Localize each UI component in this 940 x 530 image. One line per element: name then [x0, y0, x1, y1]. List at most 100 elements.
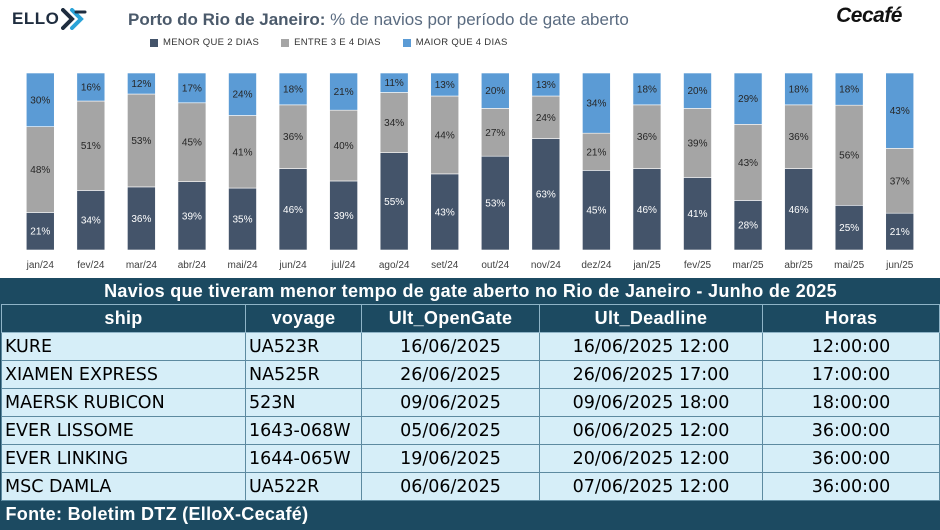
bar-segment-1: [582, 170, 611, 251]
data-label: 36%: [283, 132, 303, 143]
data-label: 39%: [182, 211, 202, 222]
bar-segment-2: [278, 104, 308, 169]
bar-segment-2: [531, 95, 561, 139]
ellox-logo: ELLO: [12, 8, 87, 30]
cecafe-logo: Cecafé: [836, 4, 902, 27]
column-header-ult-deadline: Ult_Deadline: [539, 304, 763, 333]
data-label: 21%: [334, 87, 354, 98]
chart-legend: MENOR QUE 2 DIAS ENTRE 3 E 4 DIAS MAIOR …: [150, 37, 508, 48]
bar-segment-3: [177, 72, 207, 104]
data-label: 21%: [30, 227, 50, 238]
bar-segment-3: [430, 72, 460, 97]
table-caption-row: Navios que tiveram menor tempo de gate a…: [1, 279, 940, 305]
bar-segment-2: [733, 124, 763, 201]
bar-segment-1: [885, 212, 915, 251]
cell-ult-opengate: 06/06/2025: [361, 472, 540, 501]
data-label: 20%: [687, 86, 707, 97]
cell-ult-deadline: 06/06/2025 12:00: [539, 416, 763, 445]
bar-segment-3: [683, 72, 712, 109]
bar-segment-2: [480, 108, 510, 157]
cell-voyage: 523N: [245, 388, 362, 417]
table-row: KURE UA523R 16/06/2025 16/06/2025 12:00 …: [1, 332, 940, 361]
x-tick-label: jan/25: [632, 260, 661, 271]
legend-swatch-s2: [281, 38, 290, 47]
source-footer: Fonte: Boletim DTZ (ElloX-Cecafé): [1, 500, 940, 528]
data-label: 30%: [30, 95, 50, 106]
bar-segment-1: [127, 186, 156, 251]
bar-segment-3: [885, 72, 915, 149]
data-label: 46%: [637, 205, 657, 216]
data-label: 45%: [586, 206, 606, 217]
table-row: EVER LISSOME 1643-068W 05/06/2025 06/06/…: [1, 416, 940, 445]
legend-item-s1: MENOR QUE 2 DIAS: [150, 37, 259, 48]
cell-ship: EVER LISSOME: [1, 416, 246, 445]
data-label: 34%: [81, 216, 101, 227]
data-label: 11%: [385, 78, 404, 89]
cell-voyage: UA523R: [245, 332, 362, 361]
cell-ult-opengate: 09/06/2025: [361, 388, 540, 417]
data-label: 37%: [890, 176, 910, 187]
x-tick-label: jan/24: [26, 260, 55, 271]
data-label: 43%: [435, 207, 455, 218]
bar-segment-1: [430, 173, 460, 251]
cell-ship: EVER LINKING: [1, 444, 246, 473]
cell-ship: KURE: [1, 332, 246, 361]
data-label: 18%: [283, 84, 303, 95]
bar-segment-3: [834, 72, 864, 106]
chart-title-bold: Porto do Rio de Janeiro:: [128, 10, 326, 29]
cell-ship: XIAMEN EXPRESS: [1, 360, 246, 389]
cell-ship: MSC DAMLA: [1, 472, 246, 501]
bar-segment-3: [228, 72, 257, 116]
data-label: 13%: [536, 80, 556, 91]
bar-segment-2: [329, 109, 358, 182]
cell-voyage: 1644-065W: [245, 444, 362, 473]
cell-horas: 17:00:00: [761, 360, 940, 389]
bar-segment-3: [531, 72, 561, 97]
data-label: 46%: [789, 205, 809, 216]
x-tick-label: jun/25: [885, 260, 914, 271]
data-label: 48%: [30, 165, 50, 176]
ships-table: Navios que tiveram menor tempo de gate a…: [1, 279, 940, 528]
bar-segment-3: [480, 72, 510, 109]
chart-title: Porto do Rio de Janeiro: % de navios por…: [128, 10, 629, 30]
data-label: 21%: [586, 147, 606, 158]
bar-segment-1: [784, 168, 813, 251]
cell-voyage: UA522R: [245, 472, 362, 501]
cell-ult-deadline: 26/06/2025 17:00: [539, 360, 763, 389]
cell-horas: 18:00:00: [761, 388, 940, 417]
x-tick-label: mai/25: [834, 260, 864, 271]
header: ELLO Porto do Rio de Janeiro: % de navio…: [0, 0, 940, 60]
x-tick-label: ago/24: [379, 260, 410, 271]
bar-segment-1: [834, 205, 864, 251]
cell-ult-opengate: 19/06/2025: [361, 444, 540, 473]
data-label: 34%: [384, 118, 404, 129]
bar-segment-3: [582, 72, 611, 134]
cell-ult-deadline: 07/06/2025 12:00: [539, 472, 763, 501]
cell-ult-deadline: 20/06/2025 12:00: [539, 444, 763, 473]
bar-segment-2: [834, 104, 864, 206]
data-label: 43%: [890, 106, 910, 117]
data-label: 41%: [232, 147, 252, 158]
table-row: MSC DAMLA UA522R 06/06/2025 07/06/2025 1…: [1, 472, 940, 501]
data-label: 28%: [738, 221, 758, 232]
data-label: 27%: [485, 128, 505, 139]
legend-swatch-s3: [402, 38, 411, 47]
data-label: 12%: [131, 79, 151, 90]
x-tick-label: out/24: [481, 260, 509, 271]
bar-segment-2: [582, 132, 611, 171]
cell-horas: 36:00:00: [761, 416, 940, 445]
column-header-ship: ship: [1, 304, 246, 333]
cell-ult-opengate: 16/06/2025: [361, 332, 540, 361]
data-label: 25%: [839, 223, 859, 234]
data-label: 34%: [586, 99, 606, 110]
bar-segment-2: [885, 148, 915, 214]
cell-ult-opengate: 05/06/2025: [361, 416, 540, 445]
bar-segment-3: [76, 72, 106, 102]
data-label: 43%: [738, 158, 758, 169]
bar-segment-2: [25, 126, 55, 213]
table-row: XIAMEN EXPRESS NA525R 26/06/2025 26/06/2…: [1, 360, 940, 389]
x-tick-label: fev/25: [684, 260, 712, 271]
cell-ult-deadline: 16/06/2025 12:00: [539, 332, 763, 361]
bar-segment-1: [177, 181, 207, 251]
ships-table-panel: Navios que tiveram menor tempo de gate a…: [0, 278, 940, 530]
